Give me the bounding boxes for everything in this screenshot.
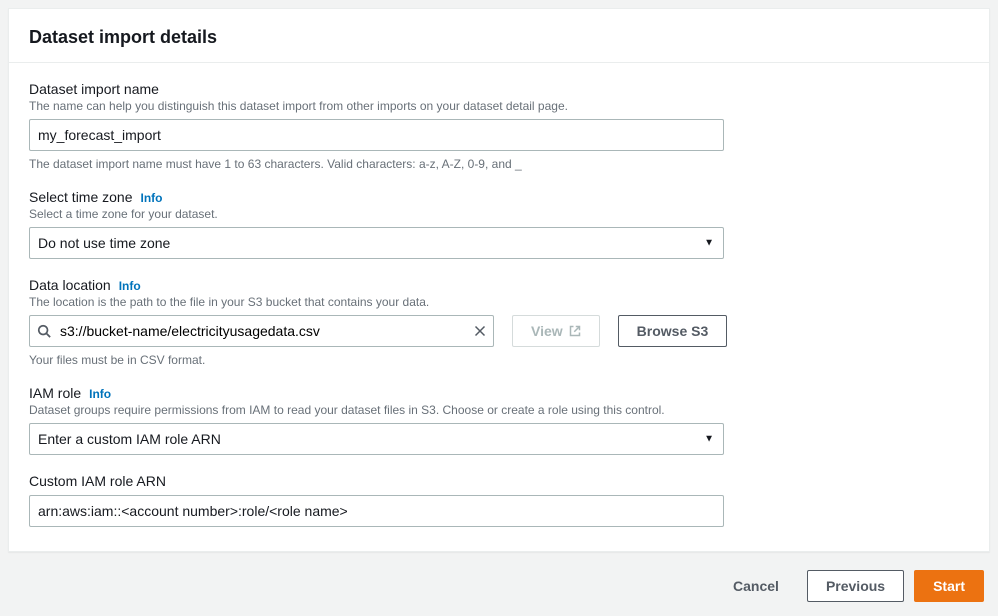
timezone-label: Select time zone xyxy=(29,189,133,205)
timezone-select-value: Do not use time zone xyxy=(38,235,170,251)
iam-role-label: IAM role xyxy=(29,385,81,401)
previous-button[interactable]: Previous xyxy=(807,570,904,602)
timezone-info-link[interactable]: Info xyxy=(141,191,163,205)
timezone-select[interactable]: Do not use time zone xyxy=(29,227,724,259)
footer-actions: Cancel Previous Start xyxy=(8,552,990,608)
cancel-button[interactable]: Cancel xyxy=(715,570,797,602)
custom-arn-label: Custom IAM role ARN xyxy=(29,473,166,489)
iam-role-select[interactable]: Enter a custom IAM role ARN xyxy=(29,423,724,455)
cancel-label: Cancel xyxy=(733,578,779,594)
import-name-input[interactable] xyxy=(29,119,724,151)
previous-label: Previous xyxy=(826,578,885,594)
iam-role-field: IAM role Info Dataset groups require per… xyxy=(29,385,969,455)
data-location-info-link[interactable]: Info xyxy=(119,279,141,293)
custom-arn-input[interactable] xyxy=(29,495,724,527)
view-button: View xyxy=(512,315,600,347)
import-name-hint: The dataset import name must have 1 to 6… xyxy=(29,157,969,171)
panel-header: Dataset import details xyxy=(9,9,989,63)
start-button[interactable]: Start xyxy=(914,570,984,602)
data-location-label: Data location xyxy=(29,277,111,293)
clear-icon[interactable] xyxy=(474,325,486,337)
data-location-field: Data location Info The location is the p… xyxy=(29,277,969,367)
search-icon xyxy=(37,324,51,338)
import-name-field: Dataset import name The name can help yo… xyxy=(29,81,969,171)
panel-body: Dataset import name The name can help yo… xyxy=(9,63,989,551)
dataset-import-panel: Dataset import details Dataset import na… xyxy=(8,8,990,552)
timezone-desc: Select a time zone for your dataset. xyxy=(29,207,969,221)
timezone-field: Select time zone Info Select a time zone… xyxy=(29,189,969,259)
panel-title: Dataset import details xyxy=(29,27,969,48)
iam-role-info-link[interactable]: Info xyxy=(89,387,111,401)
view-button-label: View xyxy=(531,323,563,339)
start-label: Start xyxy=(933,578,965,594)
browse-s3-label: Browse S3 xyxy=(637,323,709,339)
iam-role-desc: Dataset groups require permissions from … xyxy=(29,403,969,417)
browse-s3-button[interactable]: Browse S3 xyxy=(618,315,728,347)
data-location-desc: The location is the path to the file in … xyxy=(29,295,969,309)
custom-arn-field: Custom IAM role ARN xyxy=(29,473,969,527)
data-location-hint: Your files must be in CSV format. xyxy=(29,353,969,367)
import-name-label: Dataset import name xyxy=(29,81,159,97)
external-link-icon xyxy=(569,325,581,337)
data-location-input[interactable] xyxy=(29,315,494,347)
import-name-desc: The name can help you distinguish this d… xyxy=(29,99,969,113)
iam-role-select-value: Enter a custom IAM role ARN xyxy=(38,431,221,447)
